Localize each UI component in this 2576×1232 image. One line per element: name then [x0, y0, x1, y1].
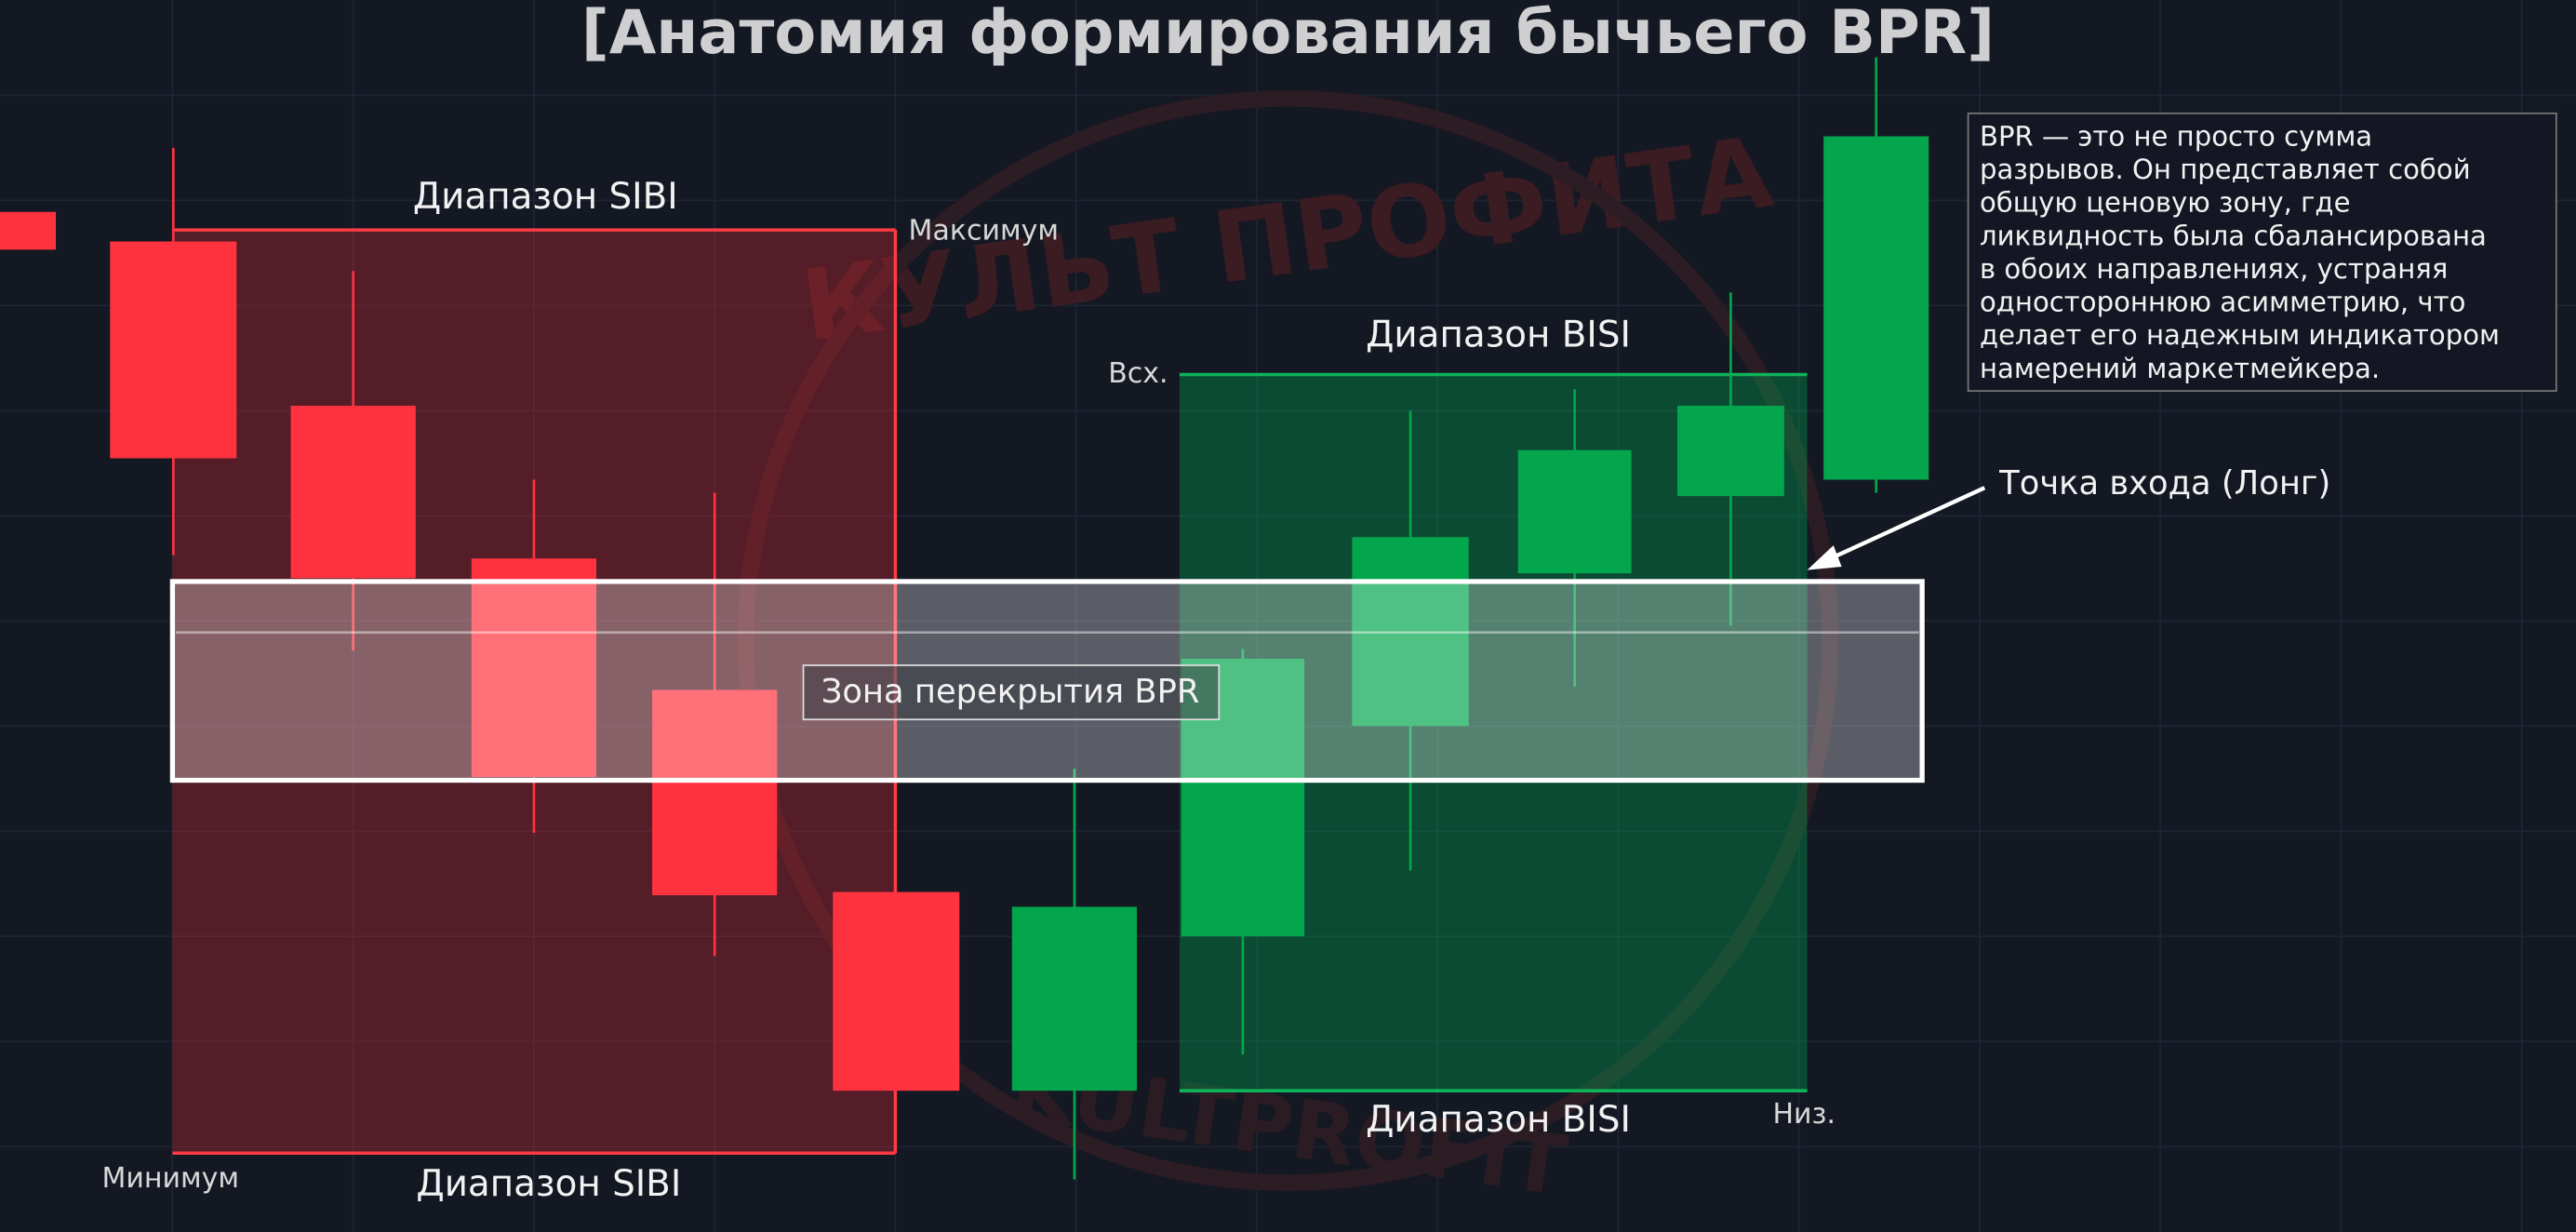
sibi-label: Диапазон SIBI: [416, 1163, 681, 1205]
candle-body: [1011, 906, 1138, 1091]
sibi-label: Диапазон SIBI: [413, 176, 678, 218]
info-line: общую ценовую зону, где: [1980, 187, 2351, 219]
info-line: в обоих направлениях, устраняя: [1980, 253, 2448, 285]
entry-arrow: [1825, 486, 1986, 562]
candle-body: [0, 211, 57, 250]
info-line: намерений маркетмейкера.: [1980, 353, 2380, 384]
candle-body: [110, 241, 237, 459]
candle-body: [1677, 406, 1784, 497]
bisi-label: Диапазон BISI: [1366, 1099, 1631, 1141]
watermark-ring: [737, 90, 1839, 1191]
info-box: [1967, 112, 2557, 393]
entry-arrowhead: [1807, 545, 1842, 570]
candle-body: [652, 690, 778, 896]
info-line: делает его надежным индикатором: [1980, 319, 2500, 351]
zone-label-box: [802, 664, 1221, 721]
candle-body: [1823, 136, 1929, 480]
candle-body: [290, 406, 416, 579]
candle-body: [471, 558, 597, 778]
entry-label: Точка входа (Лонг): [1998, 464, 2330, 502]
sibi-low: Минимум: [101, 1162, 239, 1195]
candle-body: [1517, 449, 1632, 574]
title: [Анатомия формирования бычьего BPR]: [581, 0, 1995, 68]
info-line: ликвидность была сбалансирована: [1980, 220, 2487, 251]
candle-body: [1352, 537, 1469, 727]
zone-label: Зона перекрытия BPR: [821, 673, 1200, 711]
info-line: BPR — это не просто сумма: [1980, 120, 2372, 152]
bisi-label: Диапазон BISI: [1366, 314, 1631, 355]
bisi-low: Низ.: [1772, 1098, 1835, 1131]
candle-body: [833, 891, 960, 1091]
info-line: одностороннюю асимметрию, что: [1980, 287, 2465, 318]
bisi-high: Всх.: [1108, 357, 1168, 390]
info-line: разрывов. Он представляет собой: [1980, 154, 2471, 185]
sibi-high: Максимум: [909, 214, 1059, 247]
